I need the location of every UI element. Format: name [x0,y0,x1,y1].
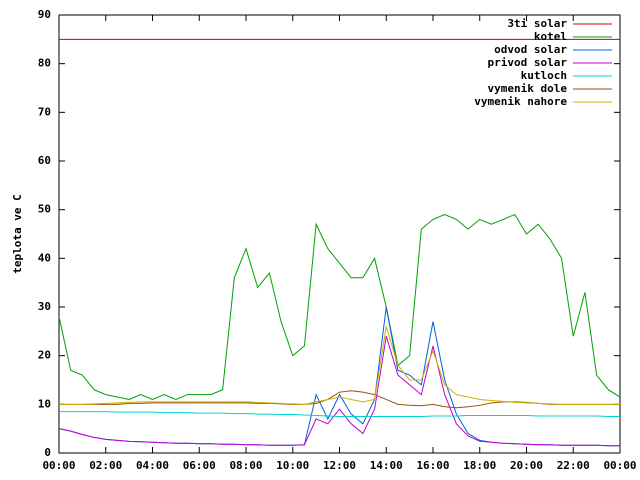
x-tick-label: 02:00 [89,459,122,472]
x-tick-label: 00:00 [42,459,75,472]
x-tick-label: 20:00 [510,459,543,472]
legend-label: vymenik dole [488,82,568,95]
x-tick-label: 08:00 [229,459,262,472]
x-tick-label: 00:00 [603,459,636,472]
y-tick-label: 10 [38,397,51,410]
legend-label: odvod solar [494,43,567,56]
x-tick-label: 06:00 [183,459,216,472]
y-tick-label: 20 [38,349,51,362]
series-line [59,326,620,405]
legend-label: vymenik nahore [474,95,567,108]
series-line [59,390,620,409]
x-tick-label: 14:00 [370,459,403,472]
series-line [59,411,620,417]
x-tick-label: 04:00 [136,459,169,472]
y-tick-label: 90 [38,8,51,21]
y-tick-label: 80 [38,57,51,70]
legend-label: kutloch [521,69,567,82]
y-tick-label: 70 [38,105,51,118]
x-tick-label: 16:00 [416,459,449,472]
y-tick-label: 30 [38,300,51,313]
x-tick-label: 22:00 [557,459,590,472]
y-tick-label: 0 [44,446,51,459]
x-tick-label: 18:00 [463,459,496,472]
y-axis-label: teplota ve C [11,194,24,273]
series-line [58,336,620,447]
y-tick-label: 60 [38,154,51,167]
x-tick-label: 12:00 [323,459,356,472]
series-line [58,306,620,447]
y-tick-label: 40 [38,251,51,264]
legend-label: kotel [534,30,567,43]
series-line [58,213,621,401]
legend-label: 3ti solar [507,17,567,30]
y-tick-label: 50 [38,203,51,216]
legend-label: privod solar [488,56,568,69]
x-tick-label: 10:00 [276,459,309,472]
